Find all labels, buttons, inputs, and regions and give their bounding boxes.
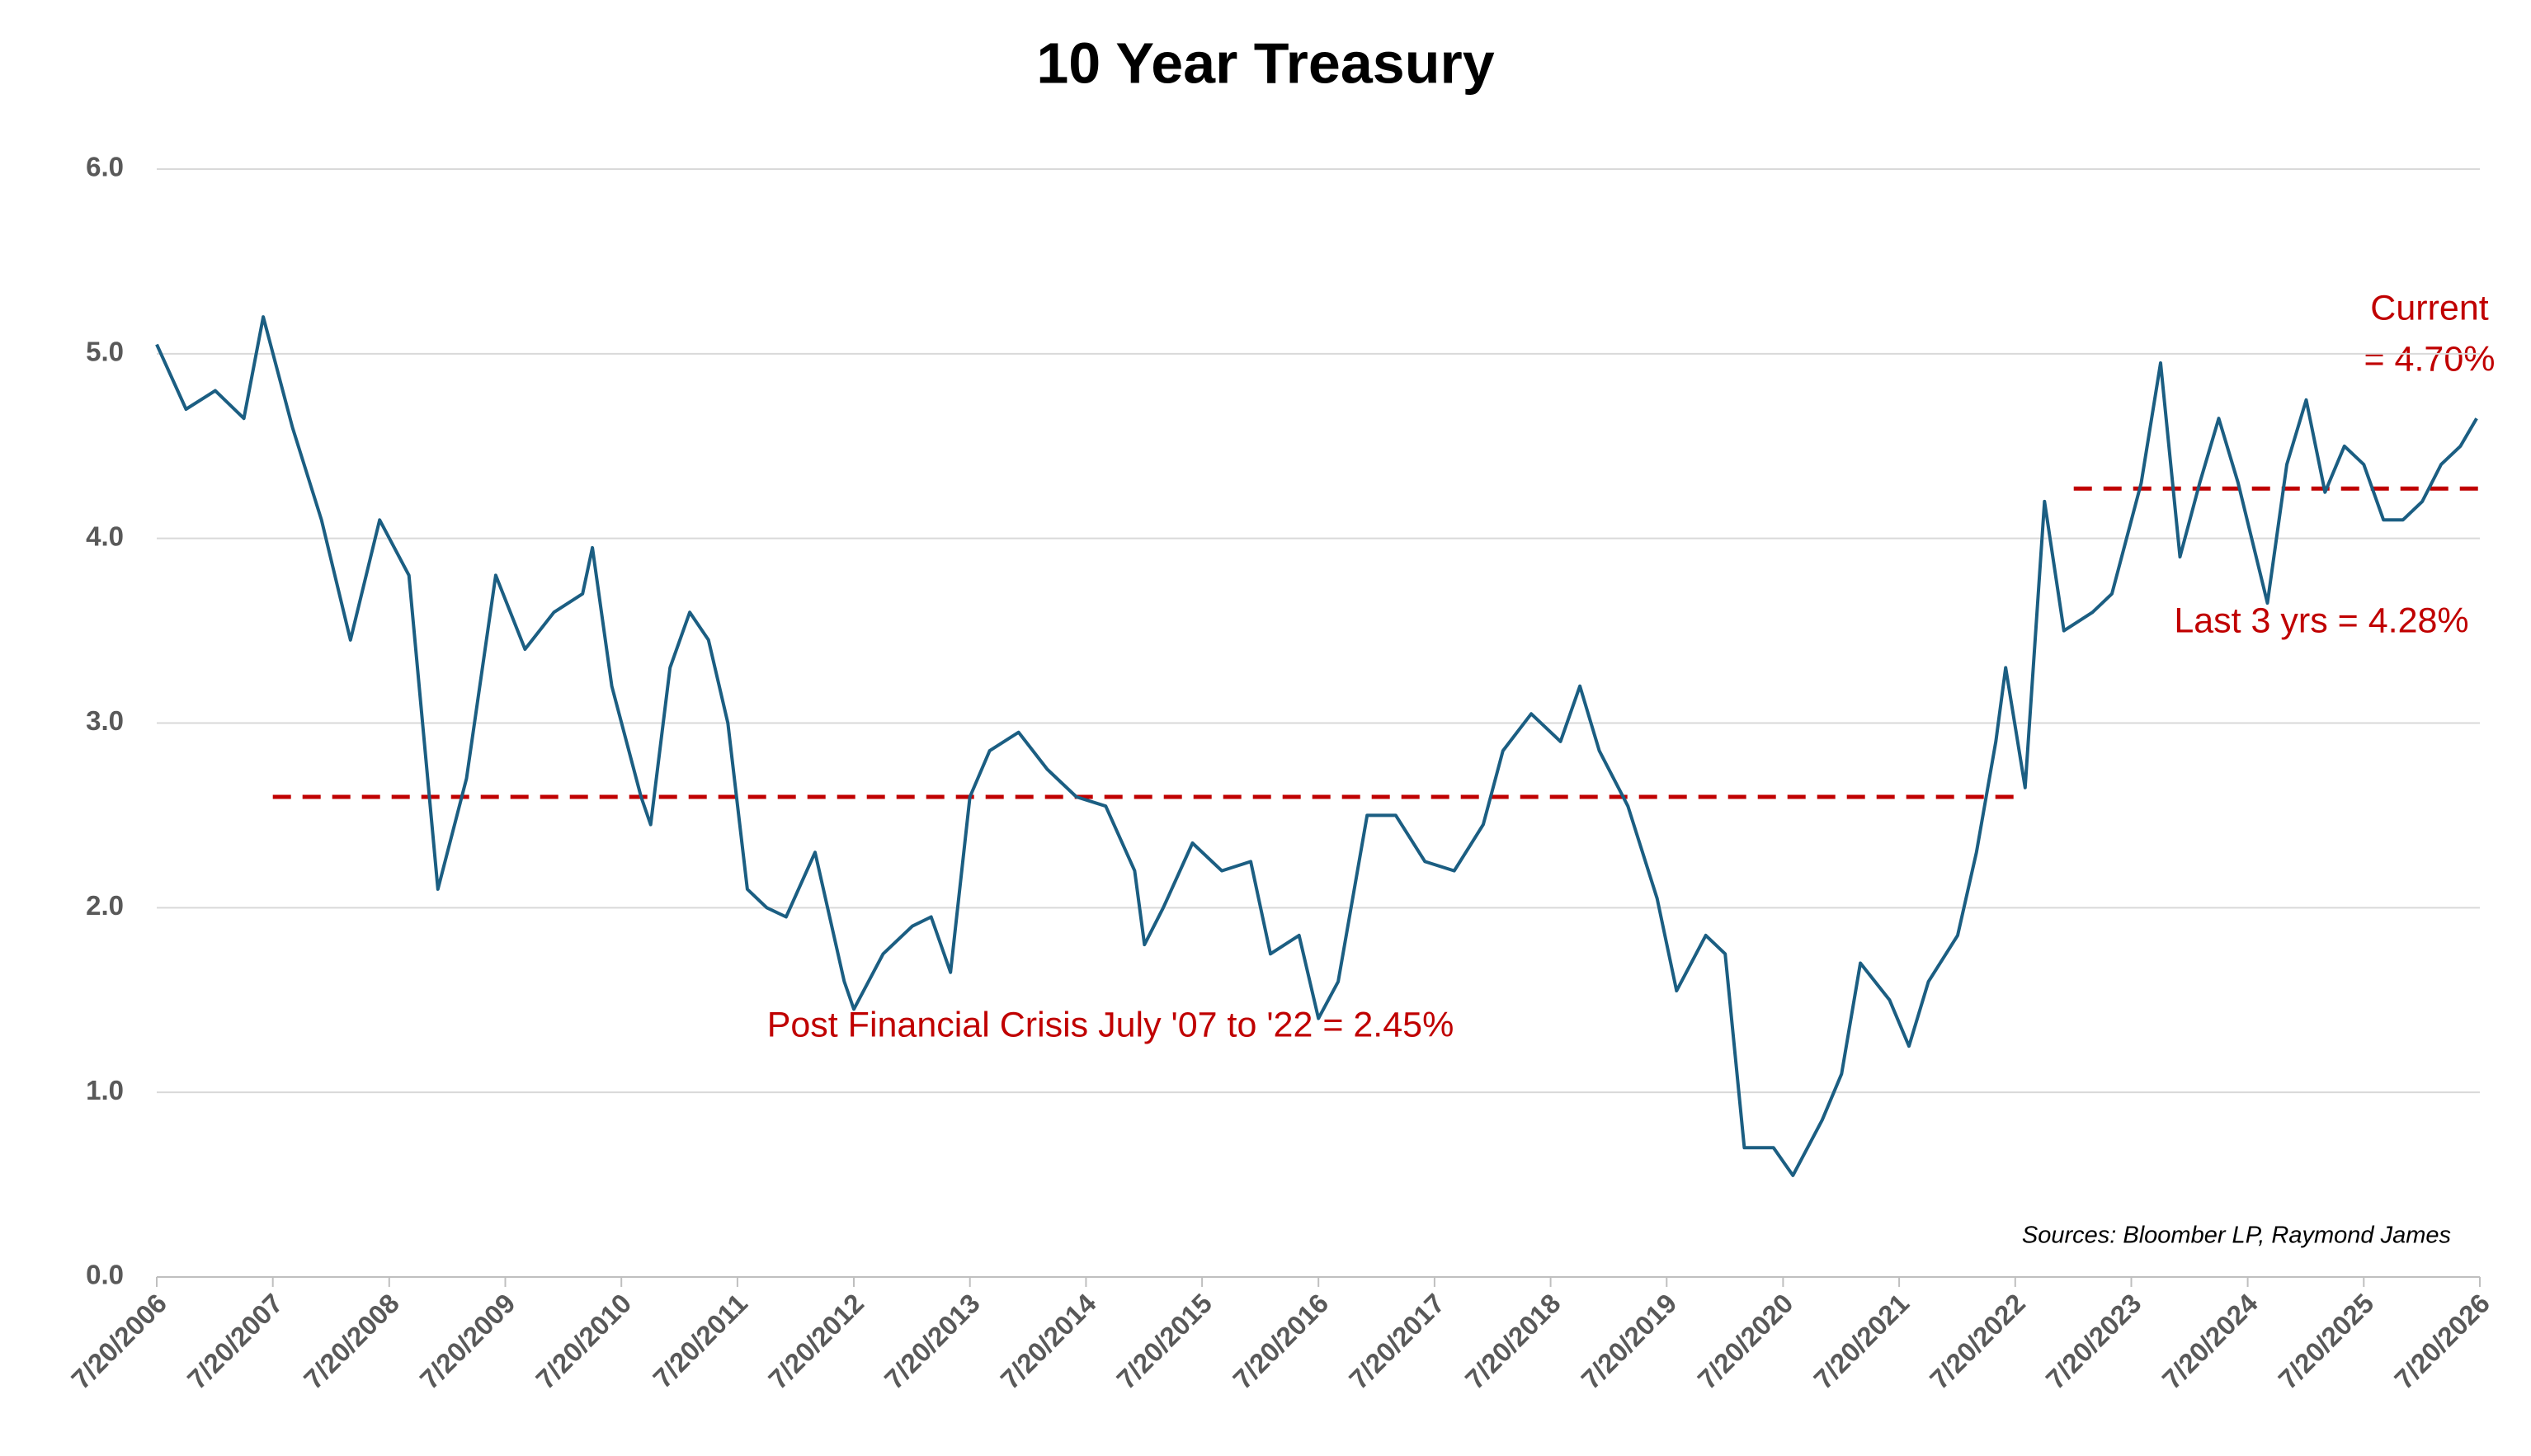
x-tick-label: 7/20/2007 bbox=[181, 1288, 289, 1395]
x-tick-label: 7/20/2016 bbox=[1227, 1288, 1334, 1395]
x-tick-label: 7/20/2019 bbox=[1575, 1288, 1682, 1395]
x-tick-label: 7/20/2022 bbox=[1924, 1288, 2031, 1395]
x-tick-label: 7/20/2009 bbox=[414, 1288, 521, 1395]
x-tick-label: 7/20/2012 bbox=[762, 1288, 870, 1395]
x-tick-label: 7/20/2020 bbox=[1692, 1288, 1799, 1395]
y-tick-label: 6.0 bbox=[86, 152, 124, 182]
x-tick-label: 7/20/2014 bbox=[995, 1287, 1102, 1394]
x-tick-label: 7/20/2017 bbox=[1343, 1288, 1450, 1395]
source-note: Sources: Bloomber LP, Raymond James bbox=[2022, 1223, 2451, 1249]
y-tick-label: 4.0 bbox=[86, 521, 124, 551]
chart-title: 10 Year Treasury bbox=[1036, 31, 1494, 95]
x-tick-label: 7/20/2023 bbox=[2040, 1288, 2147, 1395]
x-tick-label: 7/20/2025 bbox=[2272, 1288, 2379, 1395]
y-tick-label: 0.0 bbox=[86, 1260, 124, 1290]
annotation: Current bbox=[2370, 288, 2488, 327]
annotation: Last 3 yrs = 4.28% bbox=[2174, 601, 2468, 640]
x-tick-label: 7/20/2006 bbox=[65, 1288, 172, 1395]
x-tick-label: 7/20/2024 bbox=[2156, 1287, 2264, 1394]
x-tick-label: 7/20/2011 bbox=[647, 1288, 753, 1394]
x-tick-label: 7/20/2010 bbox=[530, 1288, 637, 1395]
x-tick-label: 7/20/2015 bbox=[1110, 1288, 1218, 1395]
y-tick-label: 5.0 bbox=[86, 337, 124, 367]
x-tick-label: 7/20/2026 bbox=[2388, 1288, 2496, 1395]
y-tick-label: 1.0 bbox=[86, 1075, 124, 1105]
x-tick-label: 7/20/2008 bbox=[298, 1288, 405, 1395]
x-tick-label: 7/20/2021 bbox=[1808, 1288, 1915, 1395]
x-tick-label: 7/20/2013 bbox=[879, 1288, 986, 1395]
y-tick-label: 3.0 bbox=[86, 705, 124, 736]
x-tick-label: 7/20/2018 bbox=[1459, 1288, 1567, 1395]
data-line bbox=[155, 315, 2478, 1177]
annotation: Post Financial Crisis July '07 to '22 = … bbox=[767, 1005, 1454, 1044]
y-tick-label: 2.0 bbox=[86, 890, 124, 921]
annotation: = 4.70% bbox=[2364, 339, 2496, 379]
